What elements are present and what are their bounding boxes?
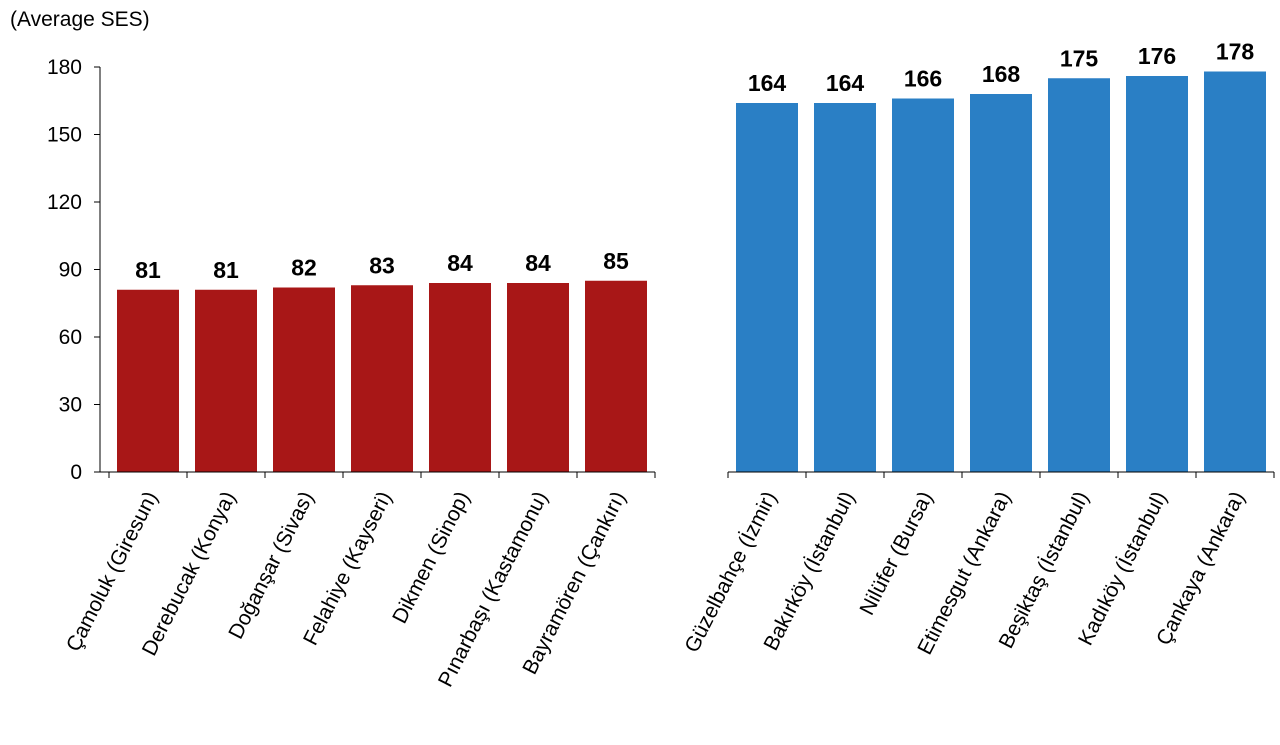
- bar-highest: [736, 103, 798, 472]
- data-label: 83: [369, 252, 395, 278]
- y-tick-label: 120: [47, 191, 82, 214]
- bar-highest: [814, 103, 876, 472]
- bar-lowest: [117, 289, 179, 472]
- category-label: Beşiktaş (İstanbul): [995, 488, 1094, 652]
- category-label: Dikmen (Sinop): [388, 488, 474, 627]
- data-label: 168: [982, 61, 1021, 87]
- bar-lowest: [429, 283, 491, 472]
- bar-highest: [1048, 78, 1110, 472]
- y-tick-label: 60: [59, 326, 82, 349]
- data-label: 175: [1060, 45, 1099, 71]
- category-label: Doğanşar (Sivas): [224, 488, 318, 643]
- data-label: 164: [748, 70, 787, 96]
- bar-highest: [1126, 76, 1188, 472]
- bar-lowest: [585, 280, 647, 472]
- data-label: 178: [1216, 39, 1255, 65]
- data-label: 176: [1138, 43, 1176, 69]
- category-label: Bakırköy (İstanbul): [759, 488, 859, 654]
- y-tick-label: 150: [47, 124, 82, 147]
- data-label: 81: [213, 257, 239, 283]
- data-label: 166: [904, 66, 942, 92]
- y-tick-label: 90: [59, 259, 82, 282]
- data-label: 81: [135, 257, 161, 283]
- bar-lowest: [195, 289, 257, 472]
- category-label: Çankaya (Ankara): [1152, 488, 1249, 649]
- bar-lowest: [273, 287, 335, 472]
- data-label: 164: [826, 70, 865, 96]
- bar-highest: [1204, 71, 1266, 472]
- bar-lowest: [507, 283, 569, 472]
- category-label: Nilüfer (Bursa): [856, 488, 938, 619]
- category-label: Kadıköy (İstanbul): [1074, 488, 1171, 649]
- y-axis-label: (Average SES): [10, 8, 150, 31]
- bar-lowest: [351, 285, 413, 472]
- category-label: Felahiye (Kayseri): [299, 488, 396, 649]
- data-label: 84: [447, 250, 473, 276]
- data-label: 85: [603, 248, 629, 274]
- y-tick-label: 180: [47, 56, 82, 79]
- bar-highest: [970, 94, 1032, 472]
- data-label: 84: [525, 250, 551, 276]
- y-tick-label: 30: [59, 394, 82, 417]
- bar-highest: [892, 98, 954, 472]
- y-tick-label: 0: [70, 461, 82, 484]
- data-label: 82: [291, 255, 317, 281]
